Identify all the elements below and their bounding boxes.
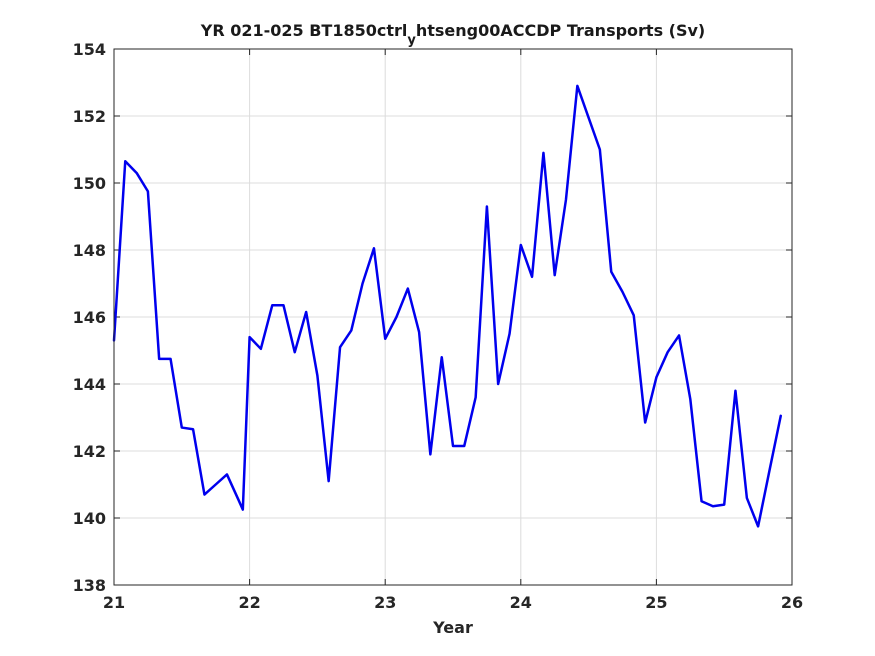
plot-frame (113, 48, 793, 586)
y-tick-label: 146 (73, 308, 106, 327)
series-layer (112, 84, 782, 528)
y-tick-label: 152 (73, 107, 106, 126)
chart-title-rest: htseng00ACCDP Transports (Sv) (416, 21, 705, 40)
x-tick-label: 25 (645, 593, 667, 612)
x-tick-label: 24 (510, 593, 532, 612)
x-tick-label: 22 (238, 593, 260, 612)
x-tick-labels: 21 22 23 24 25 26 (103, 593, 803, 612)
x-tick-label: 26 (781, 593, 803, 612)
y-tick-label: 140 (73, 509, 106, 528)
x-axis-label: Year (432, 618, 473, 637)
y-tick-label: 138 (73, 576, 106, 595)
y-tick-labels: 138 140 142 144 146 148 150 152 154 (73, 40, 106, 595)
series-line (112, 84, 782, 528)
chart-title-main: YR 021-025 BT1850ctrl (200, 21, 408, 40)
chart-title: YR 021-025 BT1850ctrlyhtseng00ACCDP Tran… (200, 21, 706, 48)
y-tick-label: 142 (73, 442, 106, 461)
x-tick-label: 23 (374, 593, 396, 612)
y-tick-label: 154 (73, 40, 106, 59)
x-tick-label: 21 (103, 593, 125, 612)
y-tick-label: 150 (73, 174, 106, 193)
y-tick-label: 144 (73, 375, 106, 394)
y-tick-label: 148 (73, 241, 106, 260)
chart-title-subscript: y (407, 33, 416, 48)
